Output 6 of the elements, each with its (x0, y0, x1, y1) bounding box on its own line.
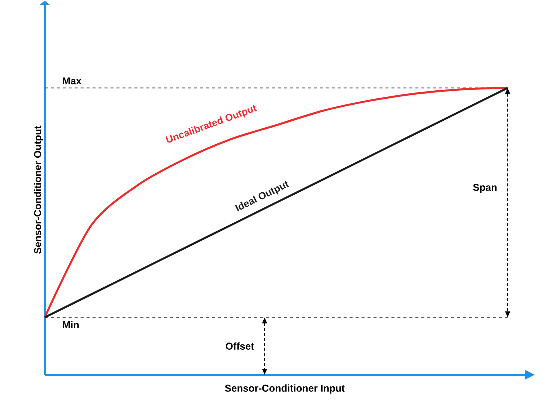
annotation: Span (473, 184, 497, 194)
annotation: Offset (226, 342, 254, 350)
y-axis-title: Sensor-Conditioner Output (34, 126, 44, 254)
ref-line-label: Max (63, 78, 82, 85)
ref-line-label: Min (63, 321, 79, 328)
x-axis-title: Sensor-Conditioner Input (225, 384, 345, 394)
